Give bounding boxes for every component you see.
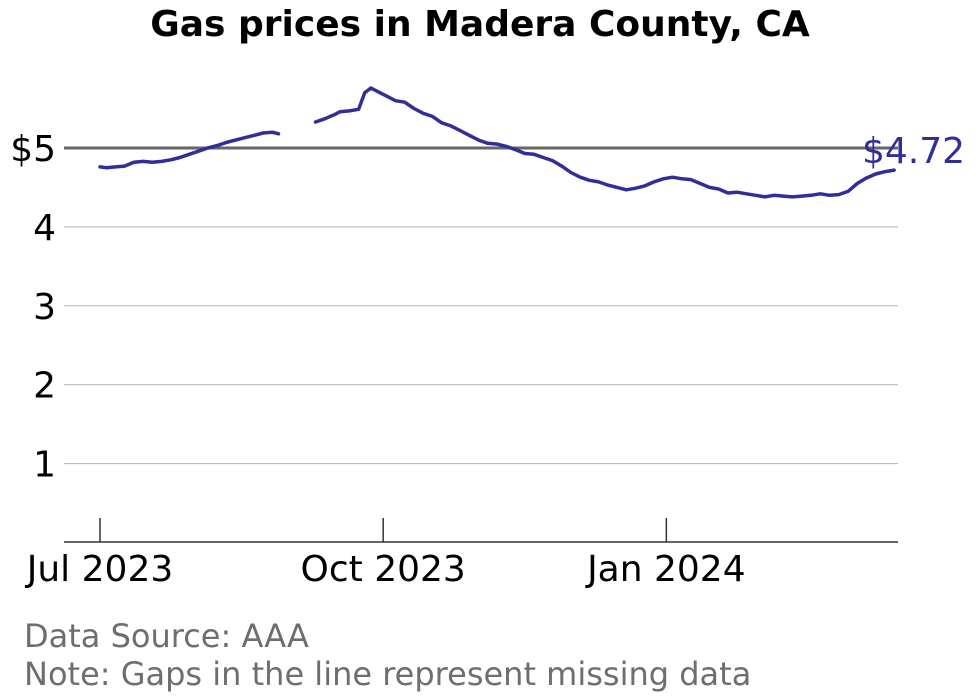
x-tick-label: Jan 2024 (585, 549, 746, 590)
y-axis-tick-labels: $5 4 3 2 1 (10, 129, 56, 486)
chart-title: Gas prices in Madera County, CA (150, 4, 810, 45)
y-tick-label: 4 (33, 208, 56, 249)
gas-price-chart: Gas prices in Madera County, CA $5 4 3 2 1 J… (10, 4, 965, 590)
last-value-label: $4.72 (862, 131, 965, 172)
x-tick-label: Jul 2023 (25, 549, 174, 590)
price-series (98, 86, 896, 199)
y-tick-label: 1 (33, 445, 56, 486)
series-line-segment (98, 130, 281, 170)
series-line-segment (313, 86, 896, 199)
gaps-note: Note: Gaps in the line represent missing… (24, 655, 752, 693)
data-source-note: Data Source: AAA (24, 617, 309, 655)
x-axis-ticks: Jul 2023 Oct 2023 Jan 2024 (25, 518, 746, 590)
x-tick-label: Oct 2023 (301, 549, 466, 590)
y-tick-label: 2 (33, 366, 56, 407)
y-tick-label: 3 (33, 287, 56, 328)
y-tick-label: $5 (10, 129, 56, 170)
